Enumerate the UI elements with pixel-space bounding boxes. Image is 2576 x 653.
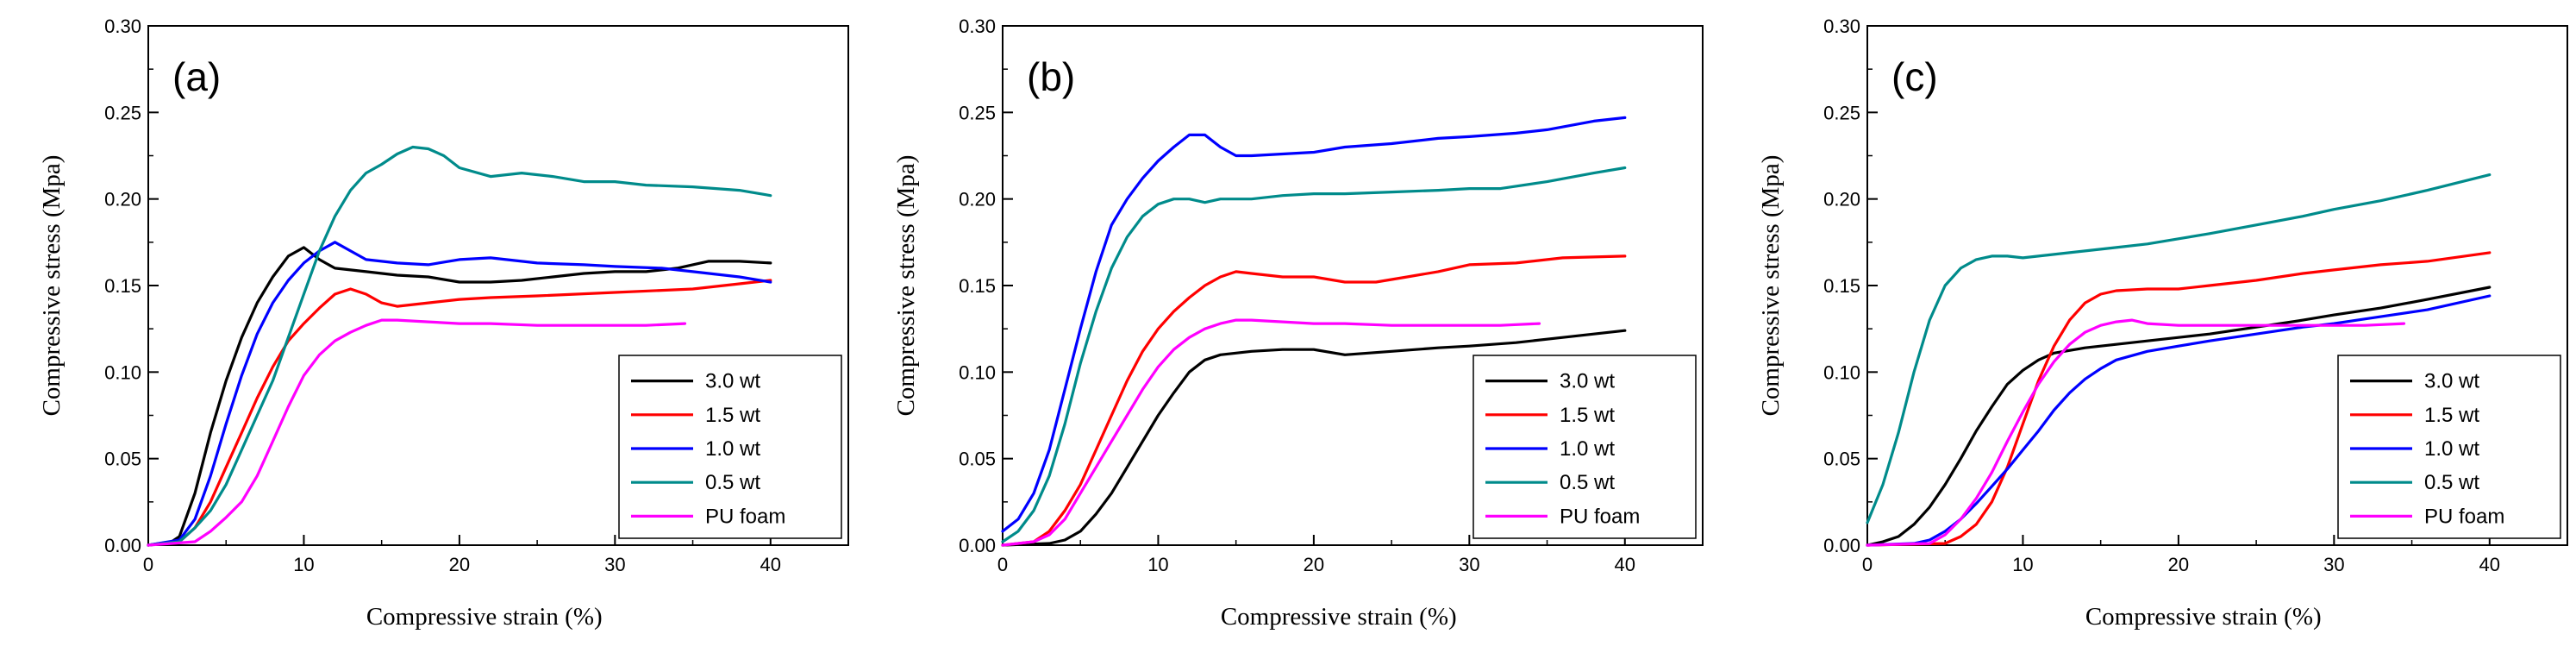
y-tick-label: 0.15 (959, 275, 996, 297)
x-axis-title: Compressive strain (%) (2085, 603, 2322, 631)
y-tick-label: 0.30 (959, 16, 996, 37)
y-tick-label: 0.25 (959, 102, 996, 123)
y-axis-title: Compressive stress (Mpa) (892, 155, 920, 417)
y-tick-label: 0.20 (959, 189, 996, 210)
y-tick-label: 0.30 (104, 16, 141, 37)
legend-label-4: PU foam (705, 505, 785, 528)
y-axis-title: Compressive stress (Mpa) (1757, 155, 1785, 417)
x-tick-label: 10 (1147, 554, 1168, 575)
y-tick-label: 0.05 (1823, 449, 1860, 470)
legend-label-3: 0.5 wt (1560, 471, 1615, 494)
x-tick-label: 40 (1615, 554, 1635, 575)
legend: 3.0 wt 1.5 wt 1.0 wt 0.5 wt PU foam (618, 355, 842, 539)
legend-box (1472, 355, 1697, 539)
x-tick-label: 0 (997, 554, 1008, 575)
series-line-3 (1866, 173, 2492, 524)
x-axis-title: Compressive strain (%) (366, 603, 603, 631)
series-line-3 (147, 145, 772, 547)
y-tick-label: 0.10 (1823, 361, 1860, 383)
series-line-2 (147, 241, 772, 547)
x-tick-label: 40 (2479, 554, 2500, 575)
series-line-4 (147, 318, 687, 547)
series-line-1 (1001, 254, 1627, 547)
x-tick-label: 30 (2323, 554, 2344, 575)
panel-label: (a) (172, 54, 221, 99)
legend-box (2337, 355, 2561, 539)
y-tick-label: 0.05 (959, 449, 996, 470)
legend-box (618, 355, 842, 539)
legend-label-0: 3.0 wt (2424, 370, 2479, 393)
y-tick-label: 0.30 (1823, 16, 1860, 37)
chart-panel-2: 0 10 20 30 40 0.00 0.05 0.10 0.15 0.20 0.25 0.30 Com… (1757, 16, 2568, 631)
series-line-3 (1001, 166, 1627, 543)
legend-label-1: 1.5 wt (1560, 404, 1615, 427)
x-tick-label: 30 (1459, 554, 1479, 575)
panel-label: (c) (1891, 54, 1938, 99)
x-tick-label: 0 (143, 554, 153, 575)
y-tick-label: 0.20 (104, 189, 141, 210)
x-tick-label: 30 (604, 554, 625, 575)
legend-label-4: PU foam (2424, 505, 2504, 528)
legend-label-2: 1.0 wt (1560, 437, 1615, 461)
x-tick-label: 20 (2168, 554, 2189, 575)
legend-label-1: 1.5 wt (2424, 404, 2479, 427)
chart-panel-1: 0 10 20 30 40 0.00 0.05 0.10 0.15 0.20 0.25 0.30 Com… (892, 16, 1704, 631)
series-line-1 (147, 279, 772, 547)
legend-label-0: 3.0 wt (1560, 370, 1615, 393)
legend-label-2: 1.0 wt (705, 437, 760, 461)
x-tick-label: 40 (760, 554, 781, 575)
y-tick-label: 0.25 (104, 102, 141, 123)
y-tick-label: 0.00 (104, 535, 141, 556)
series-line-4 (1001, 318, 1541, 547)
legend: 3.0 wt 1.5 wt 1.0 wt 0.5 wt PU foam (1472, 355, 1697, 539)
legend-label-1: 1.5 wt (705, 404, 760, 427)
legend-label-0: 3.0 wt (705, 370, 760, 393)
y-tick-label: 0.15 (104, 275, 141, 297)
legend: 3.0 wt 1.5 wt 1.0 wt 0.5 wt PU foam (2337, 355, 2561, 539)
y-tick-label: 0.00 (959, 535, 996, 556)
panel-label: (b) (1027, 54, 1075, 99)
series-line-0 (1001, 329, 1627, 547)
series-line-0 (1866, 286, 2492, 547)
y-tick-label: 0.00 (1823, 535, 1860, 556)
x-tick-label: 20 (1304, 554, 1324, 575)
series-line-2 (1001, 116, 1627, 533)
y-tick-label: 0.25 (1823, 102, 1860, 123)
series-line-1 (1866, 251, 2492, 547)
x-tick-label: 10 (293, 554, 314, 575)
x-axis-title: Compressive strain (%) (1221, 603, 1457, 631)
y-tick-label: 0.20 (1823, 189, 1860, 210)
x-tick-label: 10 (2012, 554, 2033, 575)
series-line-0 (147, 246, 772, 547)
x-tick-label: 20 (449, 554, 470, 575)
y-tick-label: 0.10 (104, 361, 141, 383)
legend-label-2: 1.0 wt (2424, 437, 2479, 461)
y-axis-title: Compressive stress (Mpa) (38, 155, 66, 417)
y-tick-label: 0.15 (1823, 275, 1860, 297)
x-tick-label: 0 (1862, 554, 1873, 575)
chart-panel-0: 0 10 20 30 40 0.00 0.05 0.10 0.15 0.20 0.25 0.30 Com… (38, 16, 849, 631)
legend-label-4: PU foam (1560, 505, 1640, 528)
y-tick-label: 0.05 (104, 449, 141, 470)
series-line-4 (1866, 318, 2406, 547)
legend-label-3: 0.5 wt (2424, 471, 2479, 494)
y-tick-label: 0.10 (959, 361, 996, 383)
legend-label-3: 0.5 wt (705, 471, 760, 494)
